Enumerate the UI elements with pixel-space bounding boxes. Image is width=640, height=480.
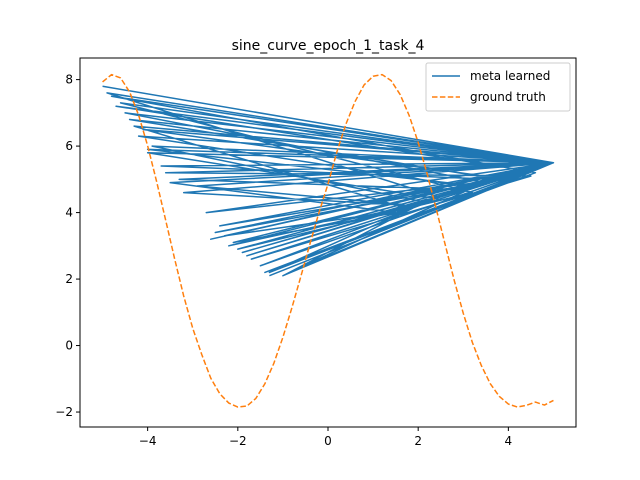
legend-label-meta-learned: meta learned [470, 69, 550, 83]
y-tick-label: 2 [65, 272, 73, 286]
y-tick-label: 6 [65, 139, 73, 153]
series-line-meta-learned [102, 85, 555, 277]
legend-box [425, 62, 571, 112]
legend-label-ground-truth: ground truth [470, 90, 546, 104]
y-tick-label: −2 [55, 405, 73, 419]
x-tick-label: 2 [414, 434, 422, 448]
series-layer [102, 73, 555, 408]
y-tick-label: 8 [65, 73, 73, 87]
x-tick-label: 0 [324, 434, 332, 448]
x-tick-label: −2 [229, 434, 247, 448]
x-axis: −4 −2 0 2 4 [139, 427, 512, 448]
x-tick-label: 4 [505, 434, 513, 448]
y-tick-label: 0 [65, 339, 73, 353]
chart-title: sine_curve_epoch_1_task_4 [232, 38, 425, 54]
legend: meta learned ground truth [425, 62, 571, 112]
y-tick-label: 4 [65, 206, 73, 220]
series-line-ground-truth [102, 73, 554, 408]
y-axis: −2 0 2 4 6 8 [55, 73, 80, 419]
x-tick-label: −4 [139, 434, 157, 448]
